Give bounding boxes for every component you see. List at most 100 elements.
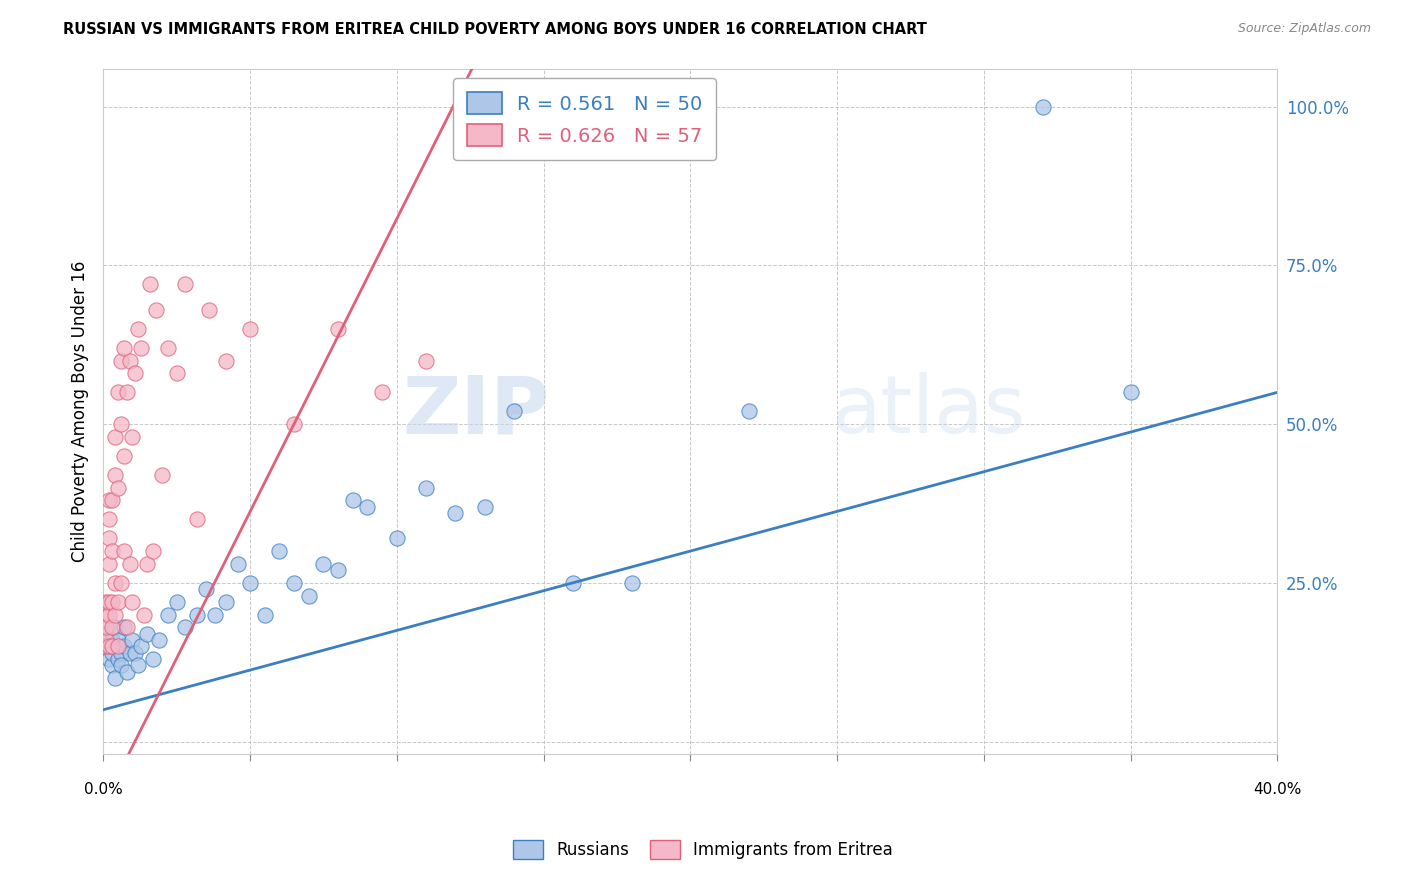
Point [124, 646, 146, 660]
Point [342, 493, 364, 508]
Point [166, 366, 188, 380]
Point [194, 582, 217, 596]
Point [1032, 100, 1054, 114]
Point [174, 277, 197, 292]
Point [104, 575, 127, 590]
Point [112, 620, 135, 634]
Point [94, 626, 117, 640]
Point [110, 646, 132, 660]
Text: 40.0%: 40.0% [1253, 781, 1302, 797]
Point [107, 385, 129, 400]
Point [415, 481, 437, 495]
Point [127, 658, 149, 673]
Point [269, 544, 291, 558]
Point [112, 544, 135, 558]
Point [110, 353, 132, 368]
Text: ZIP: ZIP [402, 372, 550, 450]
Point [283, 417, 305, 431]
Point [98, 640, 121, 654]
Point [118, 646, 141, 660]
Point [101, 640, 124, 654]
Point [104, 671, 127, 685]
Point [1119, 385, 1142, 400]
Point [198, 302, 221, 317]
Point [121, 595, 143, 609]
Point [94, 595, 117, 609]
Point [156, 607, 179, 622]
Point [326, 322, 349, 336]
Point [112, 449, 135, 463]
Point [107, 640, 129, 654]
Point [104, 620, 127, 634]
Point [215, 595, 238, 609]
Point [101, 632, 124, 647]
Point [150, 467, 173, 482]
Point [110, 575, 132, 590]
Point [186, 607, 208, 622]
Point [107, 481, 129, 495]
Point [415, 353, 437, 368]
Point [356, 500, 378, 514]
Point [121, 430, 143, 444]
Point [94, 640, 117, 654]
Point [110, 658, 132, 673]
Point [110, 417, 132, 431]
Point [738, 404, 761, 418]
Point [298, 589, 321, 603]
Point [107, 652, 129, 666]
Point [98, 607, 121, 622]
Point [115, 665, 138, 679]
Point [239, 575, 262, 590]
Point [156, 341, 179, 355]
Point [101, 620, 124, 634]
Point [226, 557, 249, 571]
Point [142, 544, 165, 558]
Point [253, 607, 276, 622]
Point [118, 353, 141, 368]
Point [112, 341, 135, 355]
Point [98, 595, 121, 609]
Point [136, 626, 159, 640]
Point [94, 620, 117, 634]
Point [101, 658, 124, 673]
Point [112, 640, 135, 654]
Point [98, 532, 121, 546]
Point [107, 632, 129, 647]
Point [104, 607, 127, 622]
Point [101, 646, 124, 660]
Point [239, 322, 262, 336]
Point [561, 575, 583, 590]
Point [129, 640, 152, 654]
Point [385, 532, 408, 546]
Point [101, 595, 124, 609]
Point [129, 341, 152, 355]
Point [104, 430, 127, 444]
Point [136, 557, 159, 571]
Point [98, 557, 121, 571]
Point [283, 575, 305, 590]
Text: Source: ZipAtlas.com: Source: ZipAtlas.com [1237, 22, 1371, 36]
Text: 0.0%: 0.0% [84, 781, 122, 797]
Point [101, 544, 124, 558]
Point [127, 322, 149, 336]
Point [98, 652, 121, 666]
Point [134, 607, 156, 622]
Point [94, 607, 117, 622]
Point [215, 353, 238, 368]
Point [326, 563, 349, 577]
Point [204, 607, 226, 622]
Point [115, 620, 138, 634]
Point [145, 302, 167, 317]
Point [444, 506, 467, 520]
Point [115, 385, 138, 400]
Point [98, 512, 121, 526]
Text: RUSSIAN VS IMMIGRANTS FROM ERITREA CHILD POVERTY AMONG BOYS UNDER 16 CORRELATION: RUSSIAN VS IMMIGRANTS FROM ERITREA CHILD… [63, 22, 927, 37]
Point [139, 277, 162, 292]
Point [186, 512, 208, 526]
Point [174, 620, 197, 634]
Point [503, 404, 526, 418]
Text: atlas: atlas [831, 372, 1025, 450]
Legend: R = 0.561   N = 50, R = 0.626   N = 57: R = 0.561 N = 50, R = 0.626 N = 57 [453, 78, 716, 160]
Point [620, 575, 643, 590]
Point [148, 632, 170, 647]
